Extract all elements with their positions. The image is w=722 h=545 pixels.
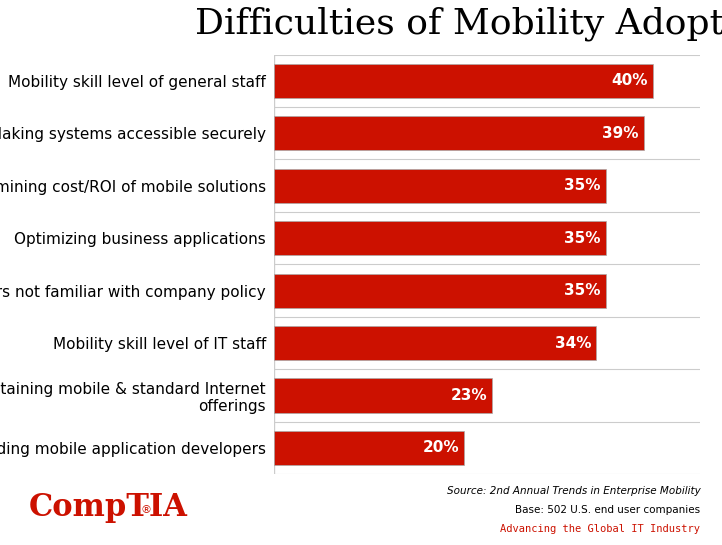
Bar bbox=[274, 326, 596, 360]
Text: Advancing the Global IT Industry: Advancing the Global IT Industry bbox=[500, 524, 700, 534]
Bar bbox=[274, 116, 643, 150]
Text: 35%: 35% bbox=[565, 283, 601, 298]
Text: 35%: 35% bbox=[565, 178, 601, 193]
Text: 35%: 35% bbox=[565, 231, 601, 246]
Text: 40%: 40% bbox=[612, 73, 648, 88]
Text: 23%: 23% bbox=[451, 388, 487, 403]
Text: 39%: 39% bbox=[602, 126, 639, 141]
Text: Source: 2nd Annual Trends in Enterprise Mobility: Source: 2nd Annual Trends in Enterprise … bbox=[447, 486, 700, 496]
Bar bbox=[274, 274, 606, 307]
Text: ®: ® bbox=[141, 505, 152, 515]
Bar bbox=[274, 168, 606, 203]
Bar bbox=[274, 221, 606, 255]
Text: 34%: 34% bbox=[555, 336, 591, 350]
Bar bbox=[274, 64, 653, 98]
Bar bbox=[274, 378, 492, 413]
Text: Base: 502 U.S. end user companies: Base: 502 U.S. end user companies bbox=[516, 505, 700, 515]
Text: 20%: 20% bbox=[422, 440, 459, 456]
Text: CompTIA: CompTIA bbox=[29, 492, 188, 523]
Title: Difficulties of Mobility Adoption: Difficulties of Mobility Adoption bbox=[194, 7, 722, 41]
Bar bbox=[274, 431, 464, 465]
